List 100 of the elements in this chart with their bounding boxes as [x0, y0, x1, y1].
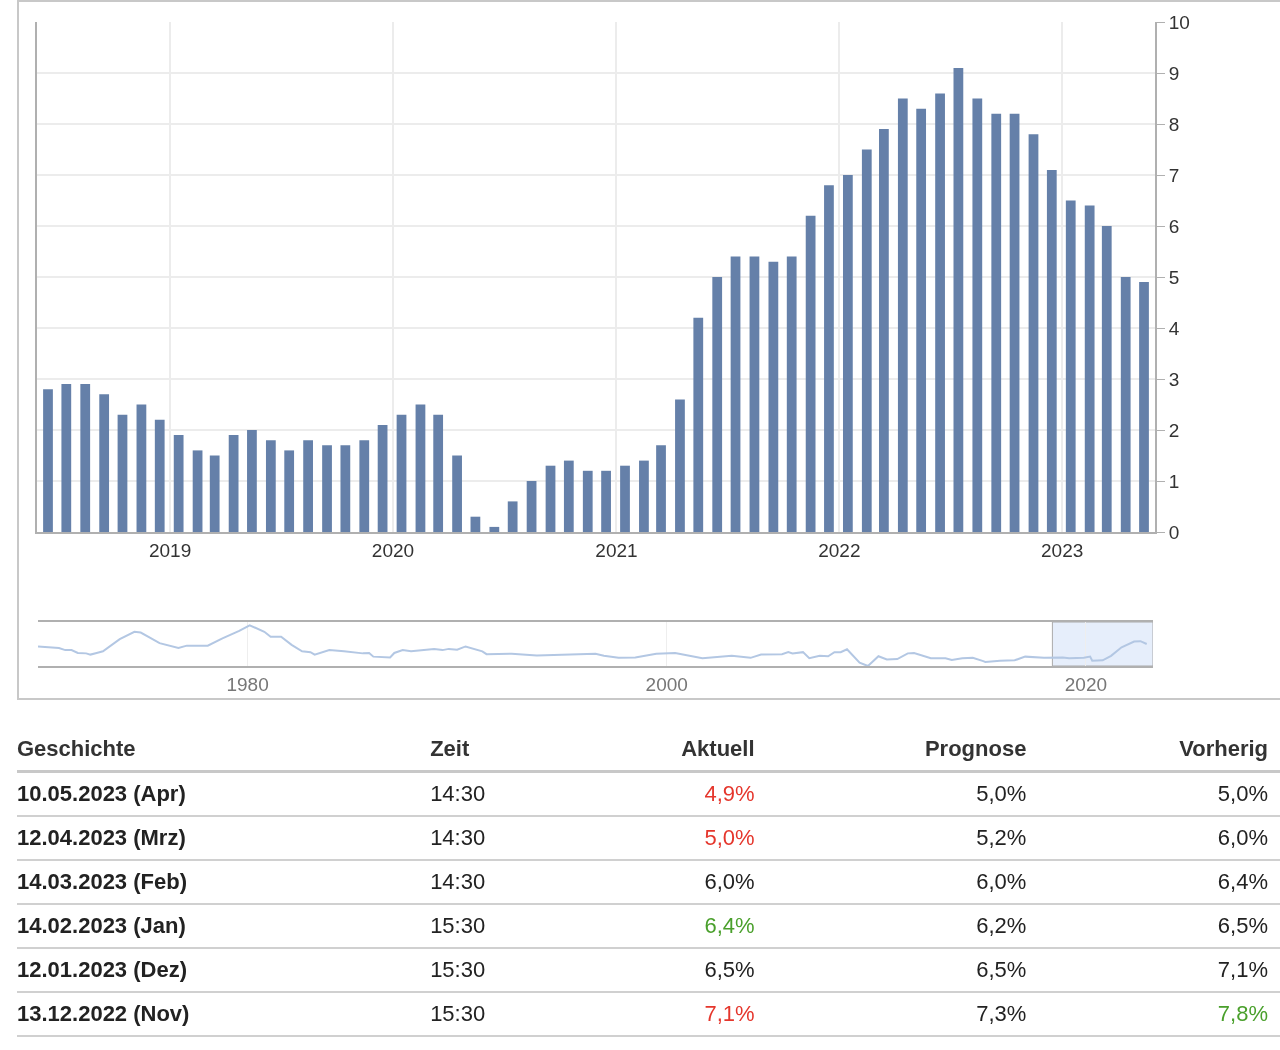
bar — [1046, 169, 1057, 532]
bar — [359, 440, 370, 532]
x-tick-label: 2022 — [818, 539, 861, 561]
bar — [1084, 205, 1095, 532]
bar — [749, 256, 760, 532]
bar — [897, 98, 908, 532]
bar — [712, 277, 723, 532]
bar — [265, 440, 276, 532]
bar — [526, 481, 537, 532]
bar — [1009, 113, 1020, 532]
bar — [43, 389, 53, 532]
x-tick-label: 2000 — [645, 673, 688, 695]
bar — [117, 414, 128, 532]
bar — [768, 261, 779, 532]
text: 6,0% — [1217, 825, 1268, 850]
text: 6,4% — [704, 913, 755, 938]
text: 15:30 — [430, 1001, 486, 1026]
bar — [730, 256, 741, 532]
bar — [470, 516, 481, 532]
text: 5,2% — [976, 825, 1027, 850]
bar — [656, 445, 666, 532]
category-label: Geschichte — [17, 730, 431, 772]
bar — [228, 435, 239, 532]
bar — [1120, 277, 1131, 532]
text: 6,4% — [1217, 869, 1268, 894]
bar — [136, 404, 147, 532]
text: 5,0% — [1217, 781, 1268, 806]
bar — [80, 384, 91, 532]
text: 6,5% — [704, 957, 755, 982]
text: 6,0% — [976, 869, 1027, 894]
bar — [415, 404, 426, 532]
text: 14:30 — [430, 781, 486, 806]
bar — [396, 414, 407, 532]
bar — [675, 399, 685, 532]
bar — [545, 465, 556, 532]
category-label: Zeit — [430, 730, 563, 772]
text: 14:30 — [430, 825, 486, 850]
y-tick-label: 5 — [1168, 266, 1180, 288]
bar — [805, 215, 816, 532]
bar — [916, 108, 927, 532]
y-tick-label: 2 — [1168, 419, 1180, 441]
x-tick-label: 2021 — [595, 539, 638, 561]
bar — [154, 419, 165, 532]
text: 7,1% — [704, 1001, 755, 1026]
text: 13.12.2022 (Nov) — [17, 1001, 190, 1026]
bar — [209, 455, 220, 532]
bar — [1101, 226, 1112, 532]
bar — [582, 470, 593, 532]
text: 4,9% — [704, 781, 755, 806]
bar — [247, 430, 257, 532]
category-label: Prognose — [766, 730, 1039, 772]
bar — [99, 394, 110, 532]
y-tick-label: 9 — [1168, 62, 1180, 84]
y-tick-label: 8 — [1168, 113, 1180, 135]
category-label: Vorherig — [1038, 730, 1280, 772]
bar — [601, 470, 611, 532]
y-tick-label: 4 — [1168, 317, 1180, 339]
text: 15:30 — [430, 913, 486, 938]
x-tick-label: 1980 — [226, 673, 269, 695]
text: 6,5% — [976, 957, 1027, 982]
bar — [693, 317, 704, 532]
bar — [972, 98, 983, 532]
x-tick-label: 2020 — [371, 539, 415, 561]
bar — [786, 256, 797, 532]
x-tick-label: 2019 — [148, 539, 192, 561]
y-tick-label: 1 — [1168, 470, 1180, 492]
bar — [340, 445, 351, 532]
bar — [935, 93, 945, 532]
text: 7,3% — [976, 1001, 1027, 1026]
bar — [452, 455, 462, 532]
text: 7,1% — [1217, 957, 1268, 982]
bar — [842, 175, 853, 532]
bar — [433, 414, 444, 532]
text: 14:30 — [430, 869, 486, 894]
bar — [953, 67, 964, 532]
text: 10.05.2023 (Apr) — [17, 781, 186, 806]
bar — [192, 450, 203, 532]
bar — [303, 440, 313, 532]
category-label: Aktuell — [562, 730, 767, 772]
x-tick-label: 2023 — [1041, 539, 1084, 561]
y-tick-label: 0 — [1168, 521, 1180, 543]
text: 7,8% — [1217, 1001, 1268, 1026]
y-tick-label: 7 — [1168, 164, 1180, 186]
y-tick-label: 3 — [1168, 368, 1180, 390]
y-tick-label: 10 — [1168, 11, 1190, 33]
bar — [1139, 282, 1149, 532]
text: 14.03.2023 (Feb) — [17, 869, 187, 894]
bar — [322, 445, 332, 532]
bar — [61, 384, 72, 532]
bar — [620, 465, 630, 532]
bar — [173, 435, 184, 532]
bar — [489, 526, 500, 532]
bar — [824, 185, 834, 532]
text: 15:30 — [430, 957, 486, 982]
bar — [284, 450, 295, 532]
text: 6,5% — [1217, 913, 1268, 938]
bar — [563, 460, 574, 532]
bar — [639, 460, 649, 532]
text: 5,0% — [704, 825, 755, 850]
bar — [377, 424, 388, 532]
